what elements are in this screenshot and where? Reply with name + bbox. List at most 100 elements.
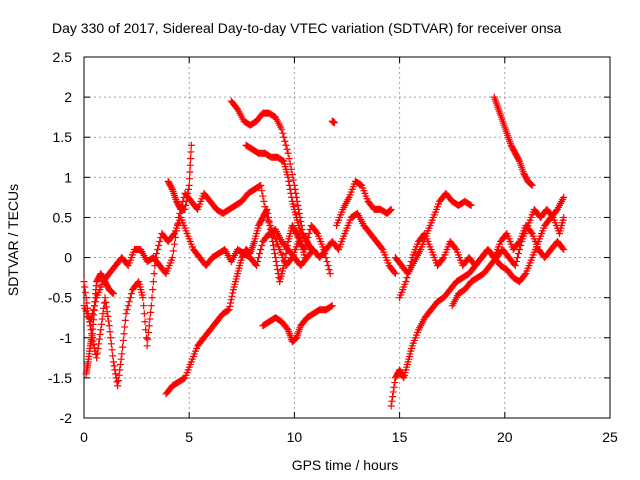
data-point <box>467 201 475 209</box>
data-point <box>389 393 397 401</box>
data-point <box>155 242 163 250</box>
data-point <box>127 290 135 298</box>
data-point <box>121 323 129 331</box>
data-point <box>271 250 279 258</box>
data-point <box>328 302 336 310</box>
data-point <box>283 242 291 250</box>
y-tick-label: 0 <box>64 250 72 266</box>
data-point <box>145 328 153 336</box>
data-point <box>96 330 104 338</box>
data-point <box>559 244 567 252</box>
data-point <box>287 189 295 197</box>
data-point <box>120 330 128 338</box>
data-point <box>112 370 120 378</box>
data-point <box>271 254 279 262</box>
data-point <box>106 328 114 336</box>
x-axis-label: GPS time / hours <box>292 457 399 473</box>
data-point <box>390 383 398 391</box>
data-point <box>402 278 410 286</box>
data-point <box>149 278 157 286</box>
data-point <box>263 205 271 213</box>
data-point <box>387 205 395 213</box>
series-track-b <box>80 181 334 326</box>
y-axis-label: SDTVAR / TECUs <box>5 184 21 296</box>
y-tick-label: -1 <box>60 330 73 346</box>
data-point <box>294 201 302 209</box>
data-point <box>81 288 89 296</box>
data-point <box>257 181 265 189</box>
data-point <box>187 155 195 163</box>
y-tick-label: -0.5 <box>48 290 72 306</box>
data-point <box>80 278 88 286</box>
data-point <box>109 358 117 366</box>
data-point <box>109 290 117 298</box>
data-point <box>139 294 147 302</box>
data-point <box>260 197 268 205</box>
data-point <box>95 340 103 348</box>
data-point <box>118 350 126 358</box>
data-point <box>391 379 399 387</box>
data-point <box>108 346 116 354</box>
data-point <box>147 302 155 310</box>
data-point <box>267 225 275 233</box>
data-point <box>266 221 274 229</box>
data-point <box>103 308 111 316</box>
data-point <box>187 148 195 156</box>
data-point <box>296 236 304 244</box>
data-point <box>255 254 263 262</box>
data-point <box>149 286 157 294</box>
data-point <box>140 302 148 310</box>
data-point <box>517 242 525 250</box>
data-point <box>116 361 124 369</box>
data-point <box>282 141 290 149</box>
data-point <box>254 258 262 266</box>
data-point <box>323 258 331 266</box>
data-point <box>321 250 329 258</box>
data-point <box>286 185 294 193</box>
data-point <box>297 229 305 237</box>
y-tick-label: 2 <box>64 89 72 105</box>
data-point <box>119 336 127 344</box>
data-point <box>145 322 153 330</box>
data-point <box>114 382 122 390</box>
data-point <box>548 212 556 220</box>
data-point <box>281 258 289 266</box>
series-track-l <box>490 93 536 189</box>
series-track-g <box>328 117 338 127</box>
data-point <box>175 213 183 221</box>
data-point <box>98 315 106 323</box>
data-point <box>185 181 193 189</box>
series-track-f <box>259 302 336 346</box>
data-point <box>378 244 386 252</box>
y-tick-label: 1.5 <box>53 129 73 145</box>
series-track-d <box>227 97 315 254</box>
data-point <box>307 244 315 252</box>
data-point <box>184 185 192 193</box>
data-point <box>107 334 115 342</box>
data-point <box>225 306 233 314</box>
data-point <box>268 234 276 241</box>
data-point <box>115 371 123 379</box>
data-point <box>119 343 127 351</box>
data-point <box>187 141 195 149</box>
data-point <box>258 187 266 195</box>
data-point <box>264 213 272 221</box>
data-point <box>141 318 149 326</box>
data-point <box>326 270 334 278</box>
data-point <box>280 262 288 270</box>
y-tick-label: -2 <box>60 410 73 426</box>
series-track-c <box>162 205 309 398</box>
data-point <box>95 335 103 343</box>
data-point <box>182 197 190 205</box>
data-point <box>388 397 396 405</box>
data-point <box>521 271 529 279</box>
data-point <box>283 145 291 153</box>
data-point <box>108 288 116 296</box>
data-point <box>116 366 124 374</box>
data-point <box>224 306 232 314</box>
data-point <box>110 362 118 370</box>
x-tick-label: 5 <box>185 429 193 445</box>
data-point <box>126 294 134 302</box>
data-point <box>259 192 267 200</box>
data-point <box>168 184 176 192</box>
